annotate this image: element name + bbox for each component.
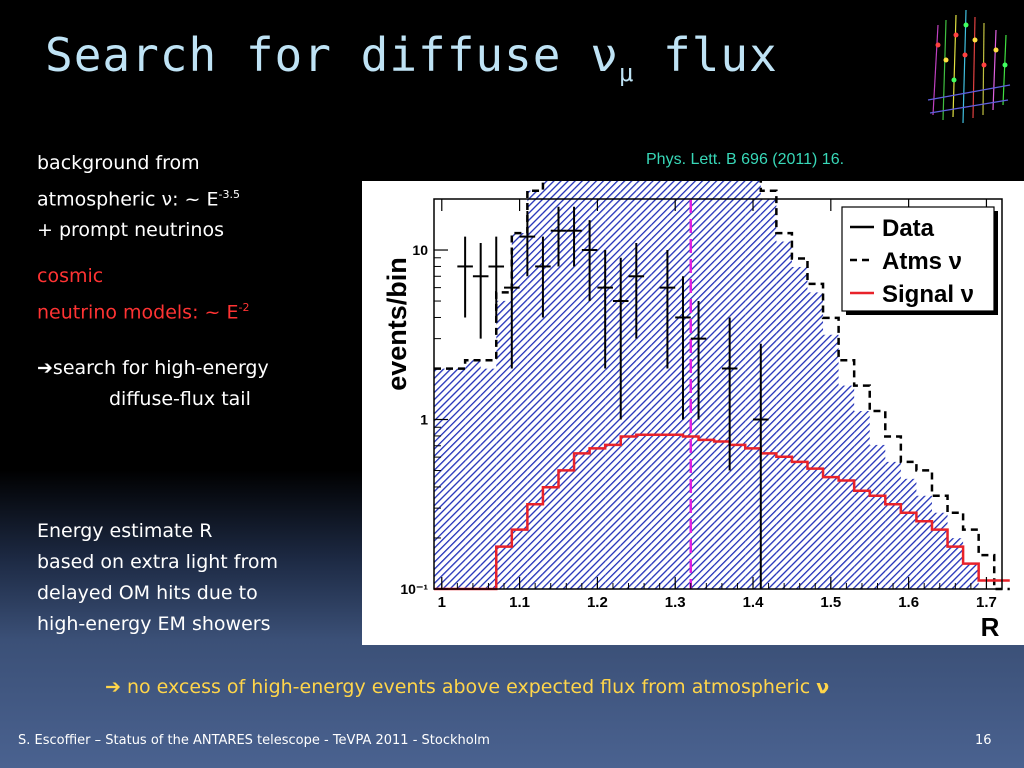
- search-line-1: ➔search for high-energy: [37, 357, 269, 379]
- atms-bar: [760, 199, 777, 590]
- atms-bar: [729, 148, 746, 590]
- energy-line-3: delayed OM hits due to: [37, 582, 258, 604]
- footer-text: S. Escoffier – Status of the ANTARES tel…: [18, 733, 490, 748]
- data-point: [488, 236, 505, 318]
- plot-frame: [433, 198, 1003, 590]
- y-tick-label: 10⁻¹: [400, 581, 428, 597]
- atms-bar: [480, 368, 497, 589]
- atms-bar: [542, 173, 559, 590]
- data-point: [519, 210, 536, 277]
- atms-bar: [838, 385, 855, 589]
- data-point: [472, 243, 489, 339]
- background-line-2: atmospheric ν: ~ E-3.5: [37, 188, 240, 211]
- data-point: [612, 257, 629, 420]
- data-point: [675, 276, 691, 420]
- atms-bar: [745, 156, 761, 589]
- atms-bar: [791, 266, 808, 589]
- page-number: 16: [975, 733, 992, 748]
- atms-bar: [511, 233, 528, 589]
- energy-line-1: Energy estimate R: [37, 520, 213, 542]
- atms-bar: [465, 360, 481, 589]
- signal-line: [434, 433, 1010, 591]
- background-text: background from atmospheric ν: ~ E-3.5 +…: [37, 148, 240, 246]
- y-tick-label: 10: [412, 242, 428, 258]
- data-point: [535, 236, 551, 318]
- atms-bar: [931, 512, 948, 589]
- x-tick-label: 1.5: [820, 594, 841, 611]
- atms-bar: [527, 190, 543, 589]
- title-subscript: μ: [618, 59, 635, 88]
- conclusion: ➔ no excess of high-energy events above …: [105, 676, 829, 698]
- atms-bar: [885, 461, 901, 589]
- atms-bar: [900, 478, 917, 589]
- atms-bar: [605, 105, 621, 590]
- x-tick-label: 1.6: [898, 594, 919, 611]
- data-point: [504, 250, 520, 369]
- atms-bar: [667, 105, 683, 590]
- atms-bar: [698, 131, 715, 589]
- atms-bar: [620, 97, 637, 589]
- x-tick-label: 1.4: [743, 594, 765, 611]
- atms-bar: [496, 300, 512, 589]
- atms-bar: [574, 131, 590, 589]
- atms-bar: [434, 368, 450, 589]
- conclusion-text: no excess of high-energy events above ex…: [120, 676, 817, 698]
- data-point: [628, 243, 645, 339]
- atms-bar: [558, 156, 575, 589]
- atms-bar: [916, 495, 932, 589]
- search-text: ➔search for high-energy diffuse-flux tai…: [37, 353, 269, 415]
- atms-bar: [776, 241, 792, 589]
- atms-bar: [869, 444, 886, 589]
- data-point: [457, 236, 473, 318]
- histogram-plot: 1 1.1 1.2 1.3 1.4 1.5 1.6 1.7 10⁻¹ 1 10 events/bin R…: [362, 79, 1024, 645]
- x-tick-label: 1: [438, 594, 446, 611]
- title-main: Search for diffuse ν: [45, 28, 619, 82]
- legend-label: Atms ν: [882, 248, 962, 275]
- x-axis-label: R: [981, 612, 1000, 642]
- conclusion-nu: ν: [816, 676, 830, 698]
- cosmic-text: cosmic neutrino models: ~ E-2: [37, 261, 249, 328]
- energy-text: Energy estimate R based on extra light f…: [37, 516, 278, 640]
- search-line-2: diffuse-flux tail: [109, 388, 251, 410]
- energy-line-4: high-energy EM showers: [37, 613, 271, 635]
- background-line-1: background from: [37, 152, 200, 174]
- y-axis-label: events/bin: [382, 257, 412, 391]
- atms-bar: [589, 114, 606, 589]
- atms-bar: [714, 122, 730, 589]
- atms-bar: [947, 538, 964, 589]
- arrow-icon: ➔: [37, 357, 53, 379]
- arrow-icon: ➔: [105, 676, 121, 698]
- x-tick-label: 1.7: [976, 594, 997, 611]
- atms-bar: [854, 411, 870, 589]
- cosmic-line-2: neutrino models: ~ E-2: [37, 301, 250, 324]
- cosmic-line-1: cosmic: [37, 265, 104, 287]
- x-tick-label: 1.3: [665, 594, 686, 611]
- data-point: [659, 250, 676, 369]
- x-tick-label: 1.1: [509, 594, 530, 611]
- atms-bar: [636, 89, 652, 589]
- data-point: [690, 301, 707, 420]
- y-tick-label: 1: [420, 412, 428, 428]
- legend-label: Signal ν: [882, 281, 974, 308]
- citation: Phys. Lett. B 696 (2011) 16.: [646, 151, 845, 168]
- atms-bar: [449, 368, 466, 589]
- slide-title: Search for diffuse νμ flux: [45, 28, 778, 87]
- energy-line-2: based on extra light from: [37, 551, 279, 573]
- data-point: [566, 206, 582, 267]
- title-tail: flux: [634, 28, 778, 82]
- data-point: [721, 317, 738, 471]
- atms-bar: [963, 563, 979, 589]
- data-point: [753, 343, 769, 589]
- atms-bar: [807, 292, 824, 589]
- atms-bar: [651, 89, 668, 589]
- x-tick-label: 1.2: [587, 594, 608, 611]
- detector-logo-icon: [927, 9, 1011, 124]
- data-point: [581, 220, 598, 302]
- atms-bar: [823, 334, 839, 589]
- data-point: [550, 206, 567, 267]
- background-line-3: + prompt neutrinos: [37, 219, 224, 242]
- data-point: [597, 250, 613, 369]
- legend-label: Data: [882, 215, 935, 242]
